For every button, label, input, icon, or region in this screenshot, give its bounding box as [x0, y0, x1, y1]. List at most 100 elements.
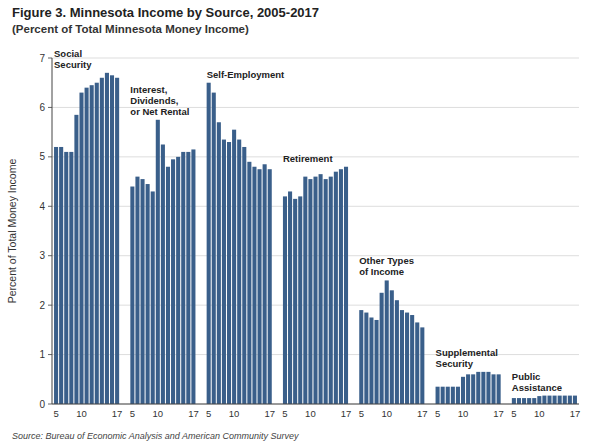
bar [512, 398, 516, 404]
annotation-line: Security [436, 358, 474, 369]
bar [298, 196, 302, 404]
bar [456, 387, 460, 404]
y-tick [48, 354, 52, 355]
annotation-line: Social [54, 48, 82, 59]
annotation-line: Assistance [512, 382, 562, 393]
bar [461, 377, 465, 404]
bar [308, 179, 312, 404]
bar [319, 174, 323, 404]
y-tick-label: 5 [39, 151, 45, 162]
x-tick-label: 10 [381, 408, 392, 419]
x-tick-label: 5 [206, 408, 211, 419]
bar [547, 396, 551, 404]
bar [532, 398, 536, 404]
bar [446, 387, 450, 404]
annotation-line: Interest, [130, 84, 167, 95]
title: Figure 3. Minnesota Income by Source, 20… [12, 5, 319, 20]
bar [344, 167, 348, 404]
bar [232, 130, 236, 404]
subtitle: (Percent of Total Minnesota Money Income… [12, 23, 249, 35]
bar [369, 318, 373, 405]
bar [395, 300, 399, 404]
bar [492, 374, 496, 404]
bar [303, 177, 307, 404]
bar [207, 83, 211, 404]
bar [222, 140, 226, 404]
bar [527, 398, 531, 404]
bar [227, 142, 231, 404]
x-tick-label: 17 [264, 408, 275, 419]
group-annotation: PublicAssistance [512, 371, 562, 393]
bar [161, 145, 165, 405]
y-tick-label: 7 [39, 53, 45, 64]
annotation-line: or Net Rental [130, 106, 189, 117]
y-tick-label: 1 [39, 349, 45, 360]
grid-line [52, 404, 579, 405]
annotation-line: Supplemental [436, 347, 498, 358]
bar [288, 191, 292, 404]
bar [247, 162, 251, 404]
bar [339, 169, 343, 404]
source: Source: Bureau of Economic Analysis and … [12, 431, 299, 441]
bar [105, 73, 109, 404]
x-tick-label: 10 [534, 408, 545, 419]
bar [237, 140, 241, 404]
bar [171, 159, 175, 404]
bar [176, 157, 180, 404]
bar [217, 122, 221, 404]
bar [263, 164, 267, 404]
annotation-line: of Income [359, 266, 404, 277]
bars [54, 73, 577, 404]
x-tick-label: 5 [435, 408, 440, 419]
y-tick-label: 0 [39, 399, 45, 410]
x-tick-label: 10 [76, 408, 87, 419]
x-tick-label: 5 [359, 408, 364, 419]
annotation-line: Security [54, 59, 92, 70]
bar [293, 199, 297, 404]
grid [52, 58, 579, 404]
bar [441, 387, 445, 404]
bar [130, 187, 134, 404]
bar [258, 169, 262, 404]
bar [410, 315, 414, 404]
x-tick-label: 10 [229, 408, 240, 419]
bar [497, 374, 501, 404]
x-tick-label: 17 [188, 408, 199, 419]
y-tick [48, 255, 52, 256]
bar [283, 196, 287, 404]
bar [542, 396, 546, 404]
x-tick-label: 17 [341, 408, 352, 419]
bar [334, 172, 338, 404]
x-tick-label: 10 [305, 408, 316, 419]
bar [313, 177, 317, 404]
y-tick [48, 58, 52, 59]
bar [405, 313, 409, 404]
bar [558, 396, 562, 404]
bar [324, 179, 328, 404]
bar [400, 310, 404, 404]
x-tick-label: 17 [112, 408, 123, 419]
x-tick-label: 5 [511, 408, 516, 419]
y-tick-label: 2 [39, 300, 45, 311]
annotation-line: Self-Employment [207, 69, 285, 80]
bar [451, 387, 455, 404]
group-annotation: SocialSecurity [54, 48, 92, 70]
bar [85, 88, 89, 404]
chart-svg: Figure 3. Minnesota Income by Source, 20… [0, 0, 591, 446]
y-axis-line [52, 58, 53, 404]
bar [151, 191, 155, 404]
bar [59, 147, 63, 404]
bar [568, 396, 572, 404]
bar [268, 169, 272, 404]
y-tick-label: 6 [39, 102, 45, 113]
x-tick-label: 17 [570, 408, 581, 419]
bar [186, 152, 190, 404]
group-annotation: Self-Employment [207, 69, 285, 80]
bar [212, 93, 216, 404]
bar [537, 396, 541, 404]
bar [100, 78, 104, 404]
bar [90, 85, 94, 404]
bar [329, 177, 333, 404]
y-tick-label: 4 [39, 201, 45, 212]
x-tick-label: 17 [417, 408, 428, 419]
